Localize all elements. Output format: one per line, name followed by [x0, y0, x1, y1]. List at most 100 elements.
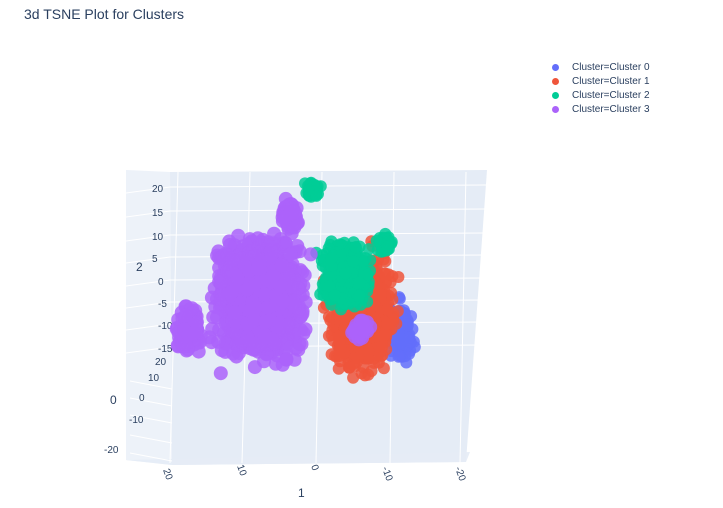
grid-line — [129, 414, 173, 424]
legend-label: Cluster=Cluster 3 — [572, 103, 650, 115]
data-point-3 — [247, 313, 262, 328]
grid-line — [125, 279, 171, 287]
data-point-1 — [378, 267, 391, 280]
data-point-3 — [213, 366, 228, 381]
data-point-2 — [370, 234, 383, 247]
data-point-0 — [401, 319, 414, 332]
data-point-1 — [359, 369, 371, 382]
x-axis-title: 1 — [298, 486, 305, 500]
data-point-1 — [333, 349, 346, 362]
data-point-2 — [371, 244, 384, 257]
data-point-1 — [333, 335, 346, 348]
data-point-2 — [353, 289, 366, 302]
data-point-1 — [362, 345, 375, 358]
data-point-3 — [264, 331, 279, 346]
data-point-1 — [377, 362, 390, 375]
data-point-3 — [266, 268, 281, 283]
data-point-3 — [279, 352, 294, 367]
z-tick-label: 5 — [152, 254, 158, 265]
x-tick-label: -10 — [379, 465, 394, 483]
data-point-1 — [381, 317, 394, 330]
data-point-1 — [374, 341, 387, 353]
legend-item-cluster-2[interactable]: Cluster=Cluster 2 — [552, 88, 650, 102]
data-point-2 — [349, 241, 362, 254]
data-point-1 — [384, 276, 397, 289]
data-point-3 — [291, 281, 306, 295]
x-tick-label: 20 — [160, 467, 174, 482]
data-point-3 — [275, 214, 290, 229]
grid-line — [125, 256, 171, 264]
data-point-2 — [310, 189, 323, 202]
z-tick-label: -15 — [158, 344, 173, 355]
data-point-1 — [374, 288, 387, 301]
x-tick-label: 0 — [308, 463, 320, 472]
data-point-3 — [186, 326, 201, 341]
x-tick-label: -20 — [452, 465, 467, 483]
data-point-0 — [402, 331, 415, 344]
z-tick-label: 20 — [152, 184, 164, 195]
data-point-2 — [357, 255, 370, 267]
data-point-3 — [257, 354, 271, 369]
legend-item-cluster-3[interactable]: Cluster=Cluster 3 — [552, 102, 650, 116]
legend-marker — [552, 105, 559, 113]
data-point-0 — [392, 350, 405, 363]
data-point-2 — [381, 240, 394, 253]
grid-line — [129, 397, 173, 407]
grid-line — [129, 434, 173, 444]
legend-label: Cluster=Cluster 0 — [572, 61, 650, 73]
z-tick-label: 0 — [158, 277, 164, 288]
legend-label: Cluster=Cluster 1 — [572, 75, 650, 87]
z-tick-label: -5 — [158, 299, 167, 310]
data-point-3 — [224, 285, 239, 300]
grid-line — [169, 184, 488, 188]
y-tick-label: 20 — [155, 357, 167, 368]
data-points — [169, 176, 421, 384]
data-point-3 — [213, 292, 228, 307]
legend-marker — [552, 63, 559, 71]
data-point-3 — [240, 282, 255, 297]
z-tick-label: -10 — [158, 321, 173, 332]
data-point-3 — [276, 294, 291, 308]
chart-title: 3d TSNE Plot for Clusters — [24, 6, 185, 22]
data-point-2 — [339, 267, 352, 280]
z-tick-label: 15 — [152, 208, 164, 219]
grid-line — [125, 346, 171, 354]
data-point-3 — [257, 287, 272, 302]
data-point-2 — [323, 280, 336, 293]
data-point-3 — [283, 247, 298, 261]
data-point-3 — [303, 247, 318, 262]
grid-line — [129, 380, 173, 390]
y-tick-label: 10 — [148, 373, 160, 384]
floor-plane — [126, 452, 470, 465]
legend-item-cluster-0[interactable]: Cluster=Cluster 0 — [552, 60, 650, 74]
data-point-1 — [379, 328, 392, 341]
grid-line — [125, 234, 171, 242]
legend-label: Cluster=Cluster 2 — [572, 89, 650, 101]
data-point-3 — [268, 356, 283, 371]
data-point-3 — [178, 308, 193, 323]
data-point-2 — [325, 252, 338, 264]
data-point-3 — [274, 258, 289, 273]
z-tick-label: 10 — [152, 232, 164, 243]
legend-item-cluster-1[interactable]: Cluster=Cluster 1 — [552, 74, 650, 88]
legend-marker — [552, 77, 559, 85]
data-point-1 — [348, 360, 361, 373]
grid-line — [459, 171, 467, 464]
data-point-2 — [328, 289, 341, 302]
grid-line — [125, 210, 171, 218]
data-point-3 — [227, 305, 241, 320]
grid-line — [125, 323, 171, 331]
data-point-3 — [250, 231, 265, 246]
data-point-3 — [287, 205, 302, 220]
data-point-2 — [362, 243, 375, 256]
data-point-2 — [361, 268, 374, 281]
data-point-3 — [231, 228, 246, 243]
data-point-3 — [213, 274, 228, 289]
data-point-3 — [211, 334, 226, 349]
data-point-3 — [225, 253, 240, 267]
y-axis-title: 0 — [110, 393, 117, 407]
grid-line — [125, 301, 171, 309]
data-point-3 — [211, 251, 226, 265]
